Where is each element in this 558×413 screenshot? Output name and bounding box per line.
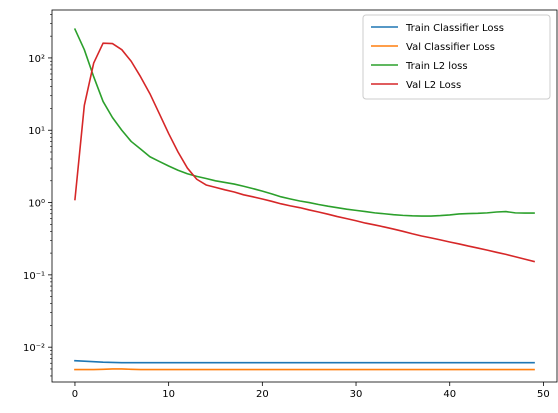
series-line-2 [73,28,535,217]
x-tick-label: 0 [72,389,78,400]
x-tick-label: 30 [350,389,363,400]
y-tick-label: 10⁰ [28,199,45,210]
x-tick-label: 40 [443,389,456,400]
y-tick-label: 10² [28,54,45,65]
y-tick-label: 10¹ [28,126,45,137]
legend-box [362,14,551,100]
legend: Train Classifier Loss Val Classifier Loss… [362,14,551,100]
legend-label: Val Classifier Loss [406,42,495,53]
plot-frame [51,9,558,383]
y-axis: 10⁻² 10⁻¹ 10⁰ 10¹ 10² [23,14,52,377]
series-layer [73,28,536,371]
x-tick-label: 20 [256,389,269,400]
legend-label: Val L2 Loss [406,80,461,91]
legend-label: Train L2 loss [405,61,468,72]
x-tick-label: 50 [537,389,550,400]
series-line-0 [74,359,535,364]
series-line-1 [74,368,535,371]
y-tick-label: 10⁻¹ [23,271,45,282]
x-tick-label: 10 [162,389,175,400]
series-line-3 [74,42,536,263]
y-tick-label: 10⁻² [23,343,45,354]
x-axis: 0 10 20 30 40 50 [72,382,550,400]
legend-label: Train Classifier Loss [405,23,504,34]
